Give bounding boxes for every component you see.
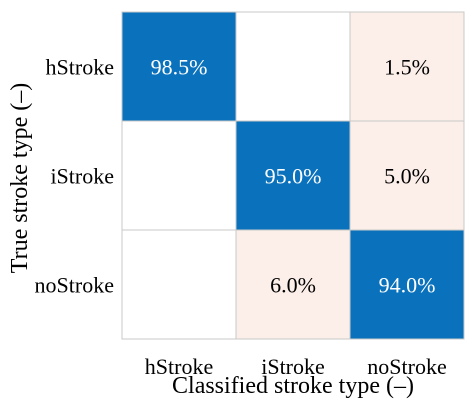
cell-value-label: 95.0% [265, 164, 322, 189]
matrix-cells [121, 11, 465, 340]
matrix-cell-noStroke-hStroke [121, 229, 237, 340]
matrix-cell-hStroke-iStroke [235, 11, 351, 122]
y-tick-label: hStroke [46, 55, 114, 80]
matrix-cell-labels: 98.5% 1.5% 95.0% 5.0% 6.0% 94.0% [151, 55, 436, 298]
x-tick-label: hStroke [145, 354, 213, 379]
cell-value-label: 1.5% [384, 55, 430, 80]
matrix-cell-hStroke-hStroke [121, 11, 237, 122]
x-tick-label: iStroke [261, 354, 325, 379]
cell-value-label: 6.0% [270, 273, 316, 298]
matrix-cell-iStroke-noStroke [349, 120, 465, 231]
cell-value-label: 98.5% [151, 55, 208, 80]
x-tick-labels: hStroke iStroke noStroke [145, 354, 447, 379]
matrix-border [121, 11, 465, 340]
matrix-cell-iStroke-hStroke [121, 120, 237, 231]
y-tick-labels: hStroke iStroke noStroke [35, 55, 114, 298]
x-tick-label: noStroke [367, 354, 446, 379]
cell-value-label: 94.0% [379, 273, 436, 298]
y-tick-label: iStroke [50, 164, 114, 189]
y-axis-label: True stroke type (–) [7, 83, 33, 273]
matrix-cell-noStroke-iStroke [235, 229, 351, 340]
y-tick-label: noStroke [35, 273, 114, 298]
cell-value-label: 5.0% [384, 164, 430, 189]
x-axis-label: Classified stroke type (–) [172, 373, 414, 399]
matrix-cell-iStroke-iStroke [235, 120, 351, 231]
